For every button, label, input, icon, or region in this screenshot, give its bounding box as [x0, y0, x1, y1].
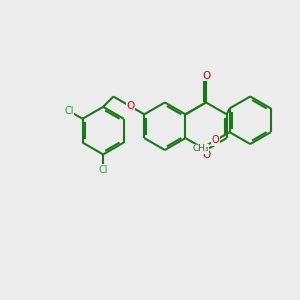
Text: Cl: Cl [98, 165, 108, 175]
Text: O: O [202, 71, 210, 81]
Text: Cl: Cl [64, 106, 74, 116]
Text: CH₃: CH₃ [192, 145, 209, 154]
Text: O: O [127, 101, 135, 111]
Text: O: O [202, 150, 210, 160]
Text: O: O [212, 135, 219, 145]
